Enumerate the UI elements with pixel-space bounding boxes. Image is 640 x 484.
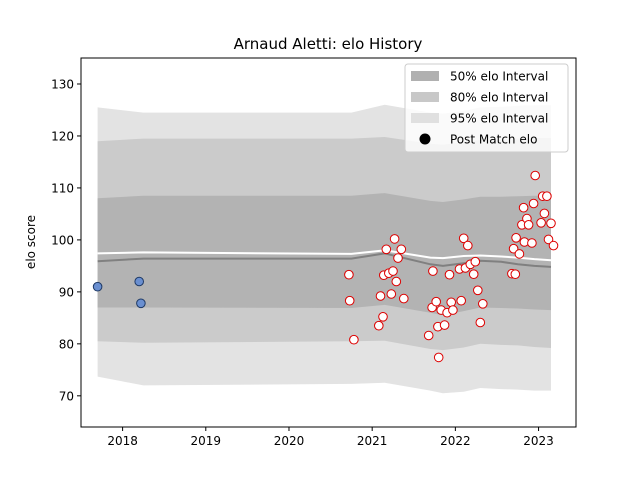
pre-match-point — [92, 281, 103, 292]
post-match-point — [446, 297, 457, 308]
post-match-point — [399, 293, 409, 304]
post-match-point — [458, 233, 469, 244]
post-match-point — [439, 320, 450, 330]
post-match-point — [393, 253, 403, 263]
y-tick-label: 90 — [59, 285, 74, 299]
post-match-point — [389, 234, 400, 244]
post-match-point — [463, 240, 473, 251]
x-tick-label: 2022 — [440, 434, 471, 448]
post-match-point — [475, 317, 486, 328]
post-match-point — [510, 269, 521, 280]
post-match-point — [536, 218, 546, 228]
y-tick-label: 80 — [59, 337, 74, 351]
post-match-point — [478, 299, 488, 309]
y-tick-label: 120 — [51, 129, 74, 143]
post-match-point — [518, 202, 529, 213]
post-match-point — [539, 208, 550, 219]
post-match-point — [374, 320, 384, 331]
legend-swatch — [411, 71, 439, 81]
post-match-point — [523, 220, 534, 230]
post-match-point — [543, 234, 554, 245]
y-axis-label: elo score — [24, 215, 38, 269]
mean-line — [97, 252, 552, 268]
legend-label: 95% elo Interval — [450, 112, 548, 126]
post-match-point — [391, 276, 402, 287]
legend: 50% elo Interval 80% elo Interval 95% elo … — [404, 63, 569, 153]
legend-marker — [419, 133, 431, 145]
y-tick-label: 70 — [59, 389, 74, 403]
legend-swatch — [411, 92, 439, 102]
plot-frame — [80, 57, 577, 428]
post-match-point — [423, 330, 434, 341]
post-match-point — [514, 249, 525, 259]
post-match-point — [428, 266, 438, 276]
y-axis: 70 80 90 100 110 120 130 — [51, 77, 81, 403]
post-match-point — [456, 295, 467, 306]
post-match-point — [448, 305, 458, 315]
post-match-point — [511, 233, 521, 243]
x-tick-label: 2019 — [191, 434, 222, 448]
post-match-point — [344, 295, 355, 306]
post-match-point — [375, 291, 386, 301]
post-match-point — [396, 244, 407, 255]
pre-match-point — [136, 298, 146, 309]
data-points — [92, 170, 559, 363]
legend-swatch — [411, 113, 439, 123]
post-match-point — [527, 238, 537, 248]
x-tick-label: 2021 — [357, 434, 388, 448]
post-match-point — [349, 334, 359, 345]
y-tick-label: 110 — [51, 181, 74, 195]
x-tick-label: 2023 — [523, 434, 554, 448]
post-match-point — [548, 240, 559, 251]
post-match-point — [542, 191, 552, 201]
post-match-point — [431, 296, 442, 307]
post-match-point — [433, 352, 444, 363]
post-match-point — [473, 285, 483, 296]
x-axis: 2018 2019 2020 2021 2022 2023 — [107, 427, 554, 448]
y-tick-label: 100 — [51, 233, 74, 247]
post-match-point — [530, 170, 541, 181]
pre-match-point — [134, 276, 144, 287]
legend-label: Post Match elo — [450, 133, 537, 147]
post-match-point — [344, 269, 354, 280]
legend-label: 50% elo Interval — [450, 70, 548, 84]
y-tick-label: 130 — [51, 77, 74, 91]
post-match-point — [444, 269, 455, 280]
legend-box — [404, 63, 569, 153]
x-tick-label: 2018 — [107, 434, 138, 448]
post-match-point — [546, 218, 556, 229]
legend-label: 80% elo Interval — [450, 91, 548, 105]
x-tick-label: 2020 — [274, 434, 305, 448]
post-match-point — [381, 244, 392, 255]
chart-title: Arnaud Aletti: elo History — [234, 35, 423, 53]
post-match-point — [528, 198, 539, 209]
post-match-point — [468, 269, 479, 280]
post-match-point — [378, 312, 388, 322]
post-match-point — [470, 256, 481, 267]
post-match-point — [386, 289, 397, 299]
post-match-point — [388, 266, 398, 276]
